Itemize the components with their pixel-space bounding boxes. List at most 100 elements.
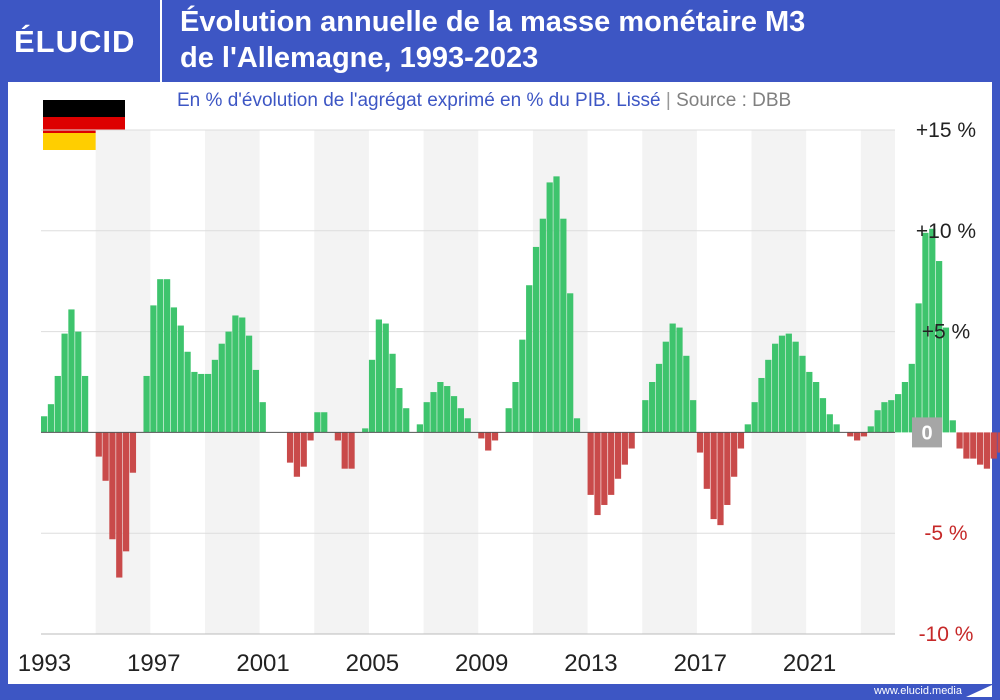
bar bbox=[799, 356, 805, 433]
y-tick-label: +10 % bbox=[916, 220, 976, 243]
bar bbox=[902, 382, 908, 432]
bar bbox=[383, 324, 389, 433]
x-tick-label: 2021 bbox=[783, 650, 836, 677]
bar bbox=[348, 432, 354, 468]
bar bbox=[861, 432, 867, 436]
bar bbox=[444, 386, 450, 432]
bar bbox=[219, 344, 225, 433]
bar bbox=[779, 336, 785, 433]
bar bbox=[813, 382, 819, 432]
bar bbox=[711, 432, 717, 519]
bar bbox=[663, 342, 669, 433]
bar bbox=[888, 400, 894, 432]
bar bbox=[157, 279, 163, 432]
bar bbox=[451, 396, 457, 432]
x-tick-label: 1997 bbox=[127, 650, 180, 677]
bar bbox=[977, 432, 983, 464]
bar bbox=[369, 360, 375, 433]
bar bbox=[649, 382, 655, 432]
bar bbox=[68, 309, 74, 432]
elucid-mark-icon bbox=[966, 685, 992, 697]
bar bbox=[956, 432, 962, 448]
bar bbox=[540, 219, 546, 433]
bar bbox=[205, 374, 211, 432]
background-band bbox=[96, 130, 151, 634]
bar bbox=[786, 334, 792, 433]
bar bbox=[116, 432, 122, 577]
bar bbox=[588, 432, 594, 494]
bar bbox=[225, 332, 231, 433]
y-tick-label: 0 bbox=[921, 422, 932, 444]
bar bbox=[875, 410, 881, 432]
bar bbox=[656, 364, 662, 433]
bar bbox=[492, 432, 498, 440]
bar bbox=[96, 432, 102, 456]
bar bbox=[622, 432, 628, 464]
bar bbox=[253, 370, 259, 432]
bar bbox=[109, 432, 115, 539]
bar bbox=[984, 432, 990, 468]
bar bbox=[376, 320, 382, 433]
bar bbox=[178, 326, 184, 433]
bar bbox=[745, 424, 751, 432]
bar bbox=[212, 360, 218, 433]
bar bbox=[847, 432, 853, 436]
bar bbox=[820, 398, 826, 432]
x-tick-label: 2009 bbox=[455, 650, 508, 677]
bar bbox=[260, 402, 266, 432]
bar bbox=[793, 342, 799, 433]
bar bbox=[396, 388, 402, 432]
bar bbox=[526, 285, 532, 432]
bar bbox=[512, 382, 518, 432]
bar bbox=[430, 392, 436, 432]
bar bbox=[991, 432, 997, 458]
bar bbox=[437, 382, 443, 432]
bar bbox=[752, 402, 758, 432]
bar bbox=[560, 219, 566, 433]
bar bbox=[608, 432, 614, 494]
bar bbox=[82, 376, 88, 432]
bar bbox=[191, 372, 197, 432]
bar bbox=[294, 432, 300, 476]
bar-chart: +15 %+10 %+5 %0-5 %-10 %1993 1997 2001 2005… bbox=[0, 0, 1000, 700]
bar bbox=[765, 360, 771, 433]
bar bbox=[246, 336, 252, 433]
bar bbox=[676, 328, 682, 433]
x-tick-label: 1993 bbox=[18, 650, 71, 677]
bar bbox=[239, 317, 245, 432]
bar bbox=[362, 428, 368, 432]
bar bbox=[465, 418, 471, 432]
bar bbox=[670, 324, 676, 433]
bar bbox=[232, 315, 238, 432]
bar bbox=[307, 432, 313, 440]
background-band bbox=[424, 130, 479, 634]
bar bbox=[868, 426, 874, 432]
bar bbox=[314, 412, 320, 432]
bar bbox=[184, 352, 190, 433]
background-band bbox=[861, 130, 895, 634]
y-tick-label: +15 % bbox=[916, 119, 976, 142]
x-tick-label: 2005 bbox=[346, 650, 399, 677]
bar bbox=[963, 432, 969, 458]
y-tick-label: -10 % bbox=[919, 623, 974, 646]
bar bbox=[150, 305, 156, 432]
bar bbox=[758, 378, 764, 432]
background-band bbox=[314, 130, 369, 634]
x-tick-label: 2001 bbox=[236, 650, 289, 677]
bar bbox=[731, 432, 737, 476]
bar bbox=[55, 376, 61, 432]
bar bbox=[683, 356, 689, 433]
bar bbox=[738, 432, 744, 448]
bar bbox=[130, 432, 136, 472]
bar bbox=[458, 408, 464, 432]
bar bbox=[553, 176, 559, 432]
y-tick-label: -5 % bbox=[924, 522, 967, 545]
bar bbox=[519, 340, 525, 433]
bar bbox=[547, 182, 553, 432]
bar bbox=[827, 414, 833, 432]
bar bbox=[198, 374, 204, 432]
bar bbox=[321, 412, 327, 432]
bar bbox=[615, 432, 621, 478]
bar bbox=[594, 432, 600, 515]
bar bbox=[704, 432, 710, 488]
